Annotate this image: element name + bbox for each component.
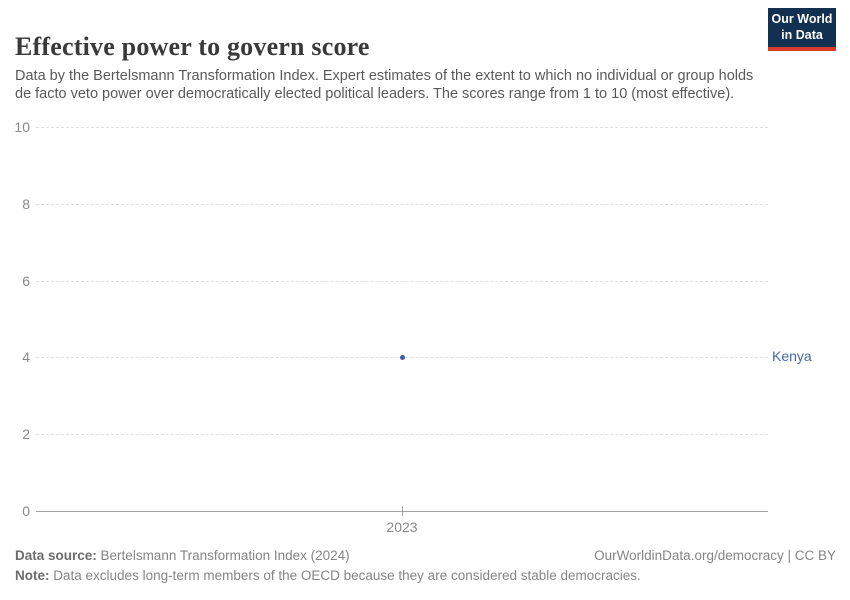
y-tick-label: 6: [22, 272, 30, 289]
x-tick-mark: [402, 506, 403, 516]
x-tick-label: 2023: [386, 519, 418, 535]
owid-logo-line1: Our World: [771, 11, 833, 26]
note-text: Data excludes long-term members of the O…: [53, 568, 641, 583]
y-gridline: [36, 434, 768, 436]
y-gridline: [36, 127, 768, 128]
data-point-kenya[interactable]: [399, 354, 405, 360]
y-tick-label: 0: [22, 503, 30, 519]
source-text: Bertelsmann Transformation Index (2024): [100, 548, 350, 563]
entity-label-kenya[interactable]: Kenya: [772, 348, 812, 365]
page-title: Effective power to govern score: [15, 32, 370, 62]
footer-source-line: Data source: Bertelsmann Transformation …: [15, 548, 836, 563]
chart-subtitle: Data by the Bertelsmann Transformation I…: [15, 67, 754, 102]
y-tick-label: 8: [22, 195, 30, 212]
owid-logo-line2: in Data: [781, 27, 823, 42]
footer-note-line: Note: Data excludes long-term members of…: [15, 568, 836, 583]
y-gridline: [36, 280, 768, 282]
source-label: Data source:: [15, 548, 97, 563]
attribution-link[interactable]: OurWorldinData.org/democracy | CC BY: [594, 548, 836, 563]
y-tick-label: 2: [22, 426, 30, 443]
note-label: Note:: [15, 568, 50, 583]
y-tick-label: 10: [14, 119, 30, 135]
y-tick-label: 4: [22, 349, 30, 366]
owid-logo[interactable]: Our World in Data: [768, 8, 836, 51]
y-gridline: [36, 203, 768, 205]
